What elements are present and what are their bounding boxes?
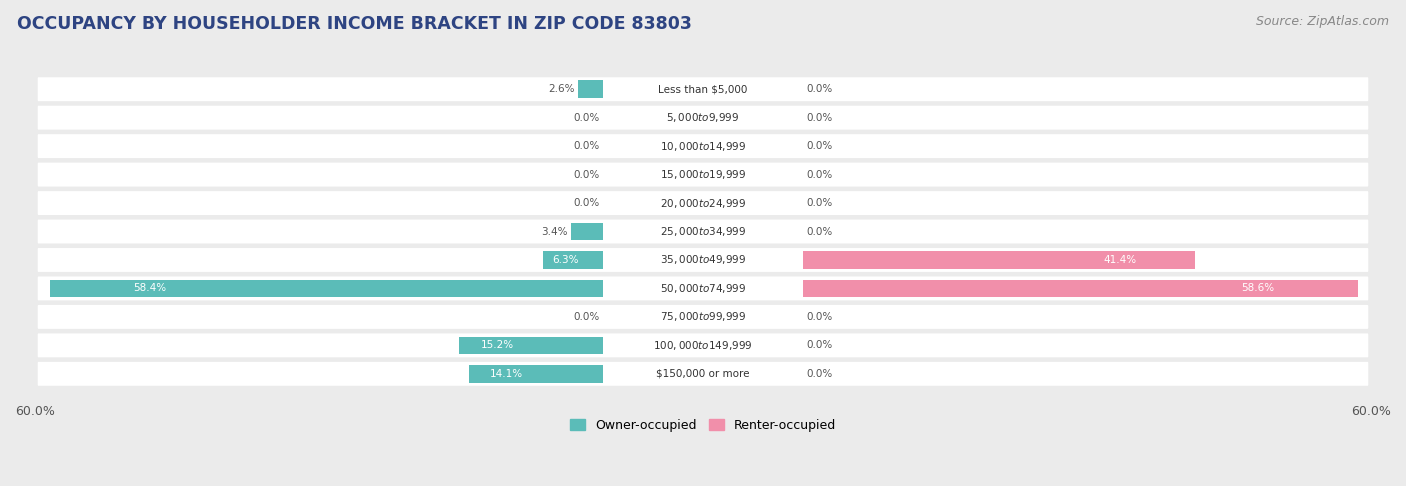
Text: 0.0%: 0.0% [807, 84, 832, 94]
FancyBboxPatch shape [38, 248, 1368, 272]
Text: $35,000 to $49,999: $35,000 to $49,999 [659, 254, 747, 266]
FancyBboxPatch shape [38, 191, 1368, 215]
Bar [458, 336, 603, 354]
Text: Source: ZipAtlas.com: Source: ZipAtlas.com [1256, 15, 1389, 28]
Text: 41.4%: 41.4% [1104, 255, 1136, 265]
FancyBboxPatch shape [38, 333, 1368, 357]
Text: Less than $5,000: Less than $5,000 [658, 84, 748, 94]
FancyBboxPatch shape [38, 77, 1368, 101]
Text: 3.4%: 3.4% [541, 226, 567, 237]
Text: $75,000 to $99,999: $75,000 to $99,999 [659, 311, 747, 323]
Text: 0.0%: 0.0% [807, 170, 832, 180]
Text: $10,000 to $14,999: $10,000 to $14,999 [659, 139, 747, 153]
FancyBboxPatch shape [38, 305, 1368, 329]
Text: $50,000 to $74,999: $50,000 to $74,999 [659, 282, 747, 295]
Text: 0.0%: 0.0% [807, 369, 832, 379]
Text: $5,000 to $9,999: $5,000 to $9,999 [666, 111, 740, 124]
Text: $25,000 to $34,999: $25,000 to $34,999 [659, 225, 747, 238]
Text: $100,000 to $149,999: $100,000 to $149,999 [654, 339, 752, 352]
Bar [571, 223, 603, 241]
Text: 0.0%: 0.0% [807, 113, 832, 122]
Text: 0.0%: 0.0% [574, 113, 599, 122]
Text: 2.6%: 2.6% [548, 84, 575, 94]
Text: 0.0%: 0.0% [574, 312, 599, 322]
Bar [803, 251, 1195, 269]
Text: 0.0%: 0.0% [807, 198, 832, 208]
Text: 0.0%: 0.0% [807, 226, 832, 237]
Bar [543, 251, 603, 269]
Text: 0.0%: 0.0% [807, 141, 832, 151]
Text: 0.0%: 0.0% [574, 141, 599, 151]
FancyBboxPatch shape [38, 277, 1368, 300]
Text: $15,000 to $19,999: $15,000 to $19,999 [659, 168, 747, 181]
Bar [51, 279, 603, 297]
Text: OCCUPANCY BY HOUSEHOLDER INCOME BRACKET IN ZIP CODE 83803: OCCUPANCY BY HOUSEHOLDER INCOME BRACKET … [17, 15, 692, 33]
FancyBboxPatch shape [38, 163, 1368, 187]
Text: 0.0%: 0.0% [807, 312, 832, 322]
FancyBboxPatch shape [38, 362, 1368, 386]
Text: 58.4%: 58.4% [134, 283, 166, 294]
Bar [578, 80, 603, 98]
Text: 6.3%: 6.3% [553, 255, 579, 265]
FancyBboxPatch shape [38, 106, 1368, 130]
Text: 0.0%: 0.0% [807, 340, 832, 350]
Bar [803, 279, 1358, 297]
FancyBboxPatch shape [38, 220, 1368, 243]
Bar [470, 365, 603, 382]
Text: 0.0%: 0.0% [574, 170, 599, 180]
Text: 58.6%: 58.6% [1241, 283, 1275, 294]
Text: $20,000 to $24,999: $20,000 to $24,999 [659, 196, 747, 209]
Legend: Owner-occupied, Renter-occupied: Owner-occupied, Renter-occupied [565, 414, 841, 437]
FancyBboxPatch shape [38, 134, 1368, 158]
Text: 0.0%: 0.0% [574, 198, 599, 208]
Text: $150,000 or more: $150,000 or more [657, 369, 749, 379]
Text: 14.1%: 14.1% [489, 369, 523, 379]
Text: 15.2%: 15.2% [481, 340, 513, 350]
